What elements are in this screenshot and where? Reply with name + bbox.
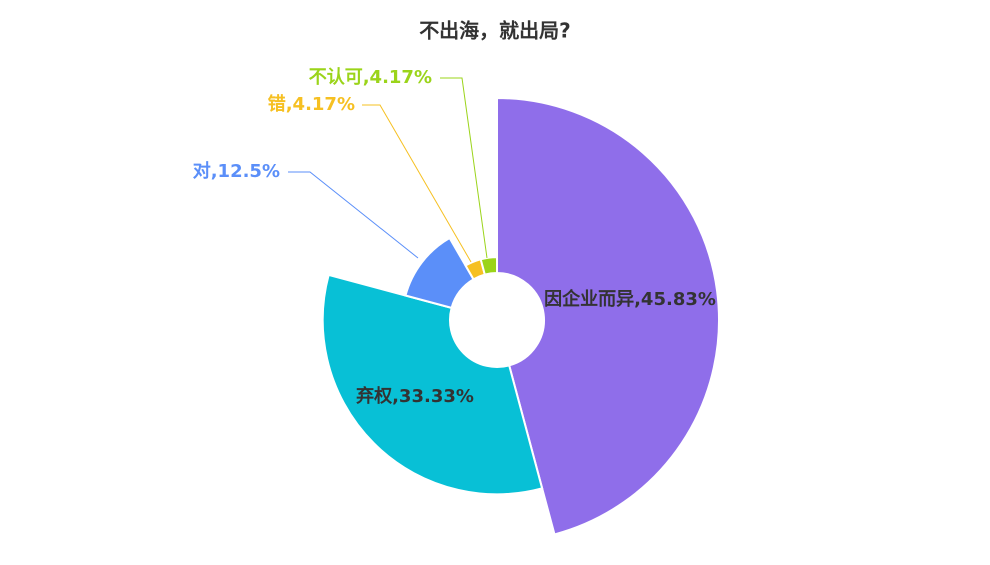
leader-line (288, 171, 419, 259)
data-label: 不认可,4.17% (309, 66, 432, 88)
rose-slice (479, 256, 498, 276)
rose-slice (321, 273, 544, 496)
data-label: 弃权,33.33% (356, 385, 474, 407)
data-label: 对,12.5% (193, 160, 280, 182)
data-label: 错,4.17% (268, 93, 355, 115)
leader-line (440, 77, 488, 259)
data-label: 因企业而异,45.83% (544, 288, 716, 310)
chart-title: 不出海，就出局? (419, 19, 571, 43)
leader-line (362, 104, 472, 263)
rose-slice (404, 236, 475, 310)
rose-slice (496, 96, 720, 536)
